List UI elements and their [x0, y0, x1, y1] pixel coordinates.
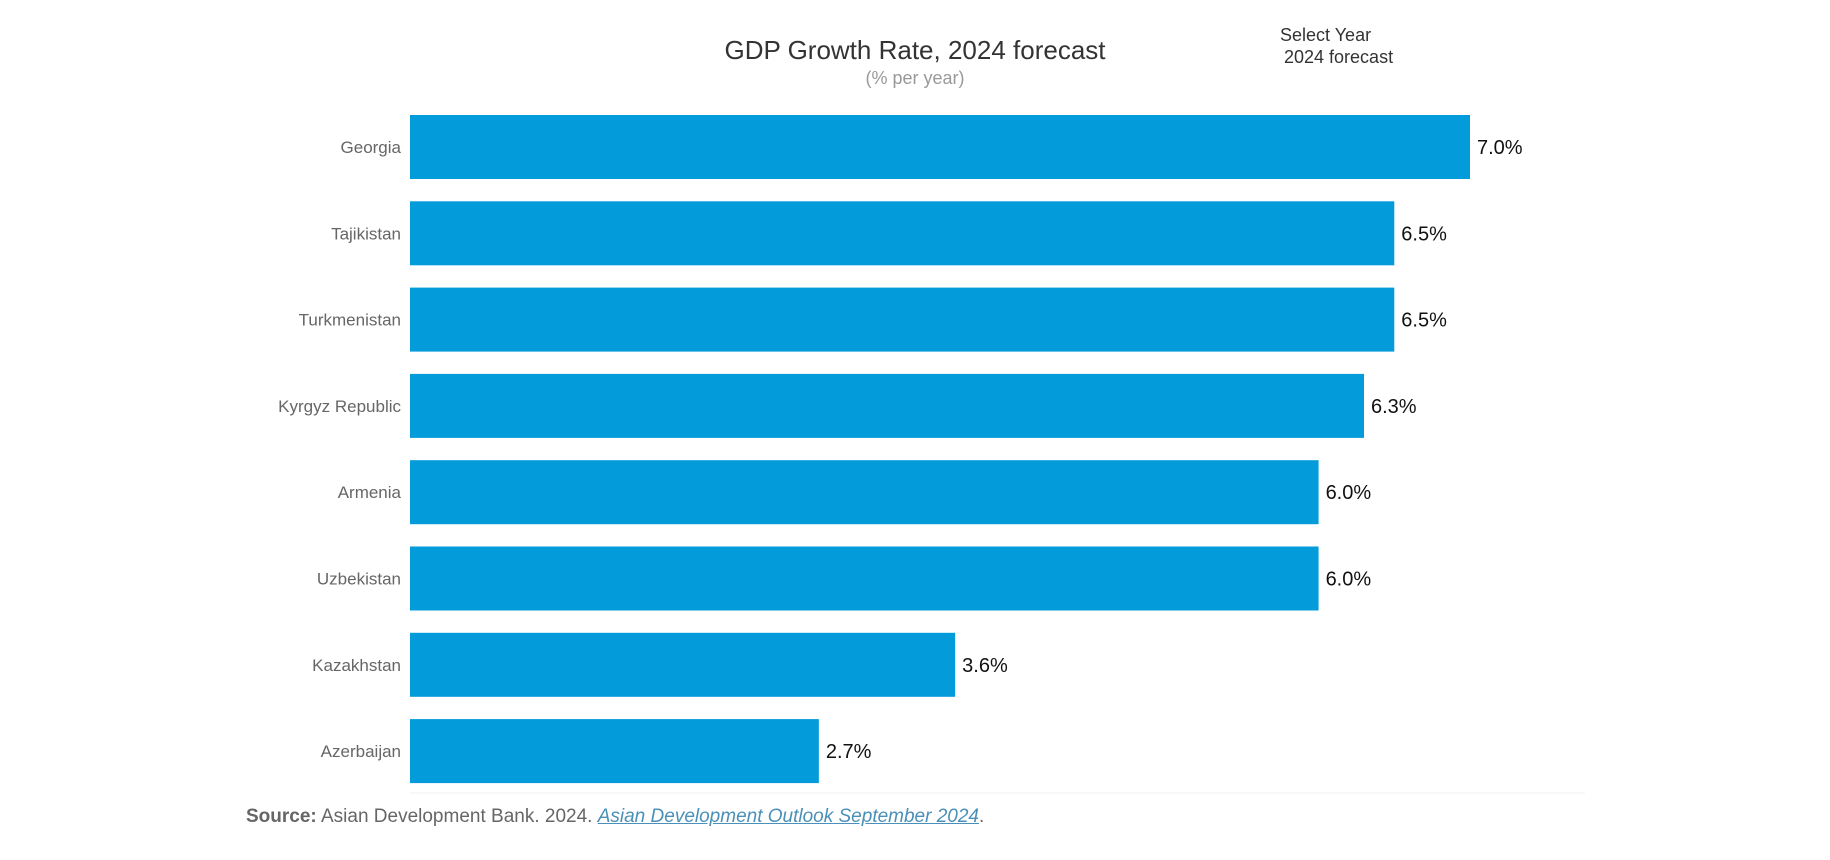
bar-kazakhstan[interactable] — [410, 632, 956, 697]
source-note: Source: Asian Development Bank. 2024. As… — [246, 806, 984, 828]
category-label: Azerbaijan — [321, 742, 401, 761]
category-label: Tajikistan — [331, 224, 401, 243]
source-text: Asian Development Bank. 2024. — [316, 806, 598, 827]
category-label: Kazakhstan — [312, 656, 401, 675]
bar-chart: Georgia Tajikistan Turkmenistan Kyrgyz Repu… — [278, 115, 1585, 794]
bar-tajikistan[interactable] — [410, 201, 1395, 266]
data-label: 3.6% — [962, 655, 1008, 677]
bar-georgia[interactable] — [410, 115, 1470, 179]
category-labels: Georgia Tajikistan Turkmenistan Kyrgyz Repu… — [278, 138, 401, 761]
bar-uzbekistan[interactable] — [410, 546, 1319, 611]
chart-subtitle: (% per year) — [865, 68, 965, 88]
category-label: Armenia — [338, 483, 402, 502]
year-selector[interactable]: Select Year 2024 forecast — [1280, 24, 1480, 68]
bar-turkmenistan[interactable] — [410, 287, 1395, 352]
value-labels: 7.0% 6.5% 6.5% 6.3% 6.0% 6.0% 3.6% 2.7% — [826, 137, 1523, 763]
category-label: Uzbekistan — [317, 570, 401, 589]
data-label: 6.0% — [1326, 482, 1372, 504]
data-label: 6.5% — [1401, 223, 1447, 245]
bars-group — [410, 115, 1470, 784]
year-selector-label: Select Year — [1280, 25, 1372, 45]
data-label: 6.5% — [1401, 310, 1447, 332]
data-label: 2.7% — [826, 741, 872, 763]
year-selector-value[interactable]: 2024 forecast — [1284, 47, 1394, 67]
category-label: Turkmenistan — [299, 311, 401, 330]
data-label: 7.0% — [1477, 137, 1523, 159]
category-label: Kyrgyz Republic — [278, 397, 401, 416]
data-label: 6.0% — [1326, 569, 1372, 591]
category-label: Georgia — [341, 138, 402, 157]
source-link[interactable]: Asian Development Outlook September 2024 — [597, 806, 979, 827]
source-prefix: Source: — [246, 806, 317, 827]
chart-title: GDP Growth Rate, 2024 forecast — [724, 35, 1106, 65]
bar-armenia[interactable] — [410, 460, 1319, 525]
source-suffix: . — [979, 806, 985, 827]
data-label: 6.3% — [1371, 396, 1417, 418]
bar-kyrgyz-republic[interactable] — [410, 373, 1364, 438]
bar-azerbaijan[interactable] — [410, 719, 819, 784]
